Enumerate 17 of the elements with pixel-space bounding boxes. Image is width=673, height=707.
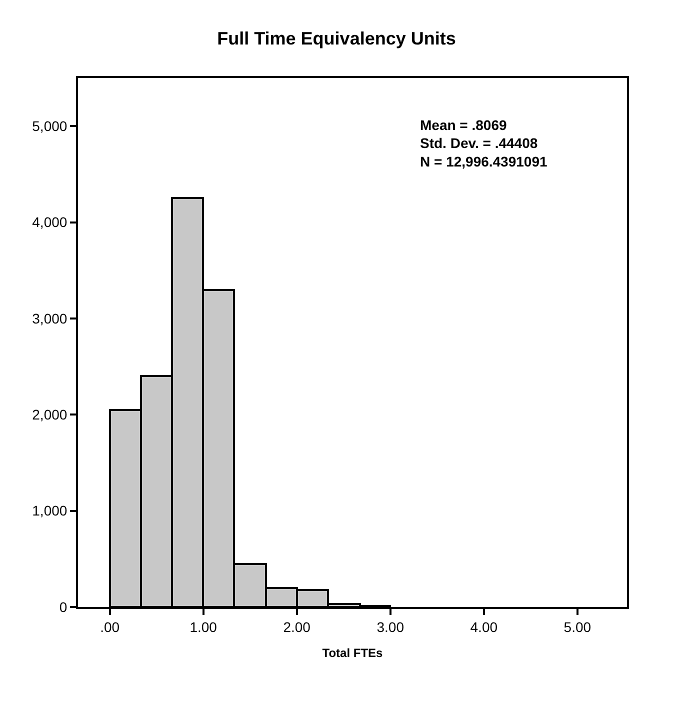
annotation: Std. Dev. = .44408 (420, 135, 538, 152)
x-tick-label: 5.00 (564, 618, 592, 635)
x-tick-label: .00 (100, 618, 120, 635)
x-tick-label: 3.00 (376, 618, 404, 635)
x-tick-label: 1.00 (190, 618, 218, 635)
y-tick-label: 0 (59, 598, 68, 615)
y-tick-label: 5,000 (32, 118, 68, 134)
annotation: Mean = .8069 (420, 117, 507, 133)
y-tick-label: 4,000 (32, 214, 68, 230)
y-tick-label: 1,000 (32, 502, 68, 519)
y-tick-label: 3,000 (32, 310, 68, 326)
y-tick-label: 2,000 (32, 406, 68, 423)
x-axis-title: Total FTEs (322, 646, 384, 660)
chart-title: Full Time Equivalency Units (217, 28, 456, 48)
x-tick-label: 2.00 (283, 618, 311, 635)
annotation: N = 12,996.4391091 (420, 153, 548, 170)
x-tick-label: 4.00 (470, 618, 498, 635)
